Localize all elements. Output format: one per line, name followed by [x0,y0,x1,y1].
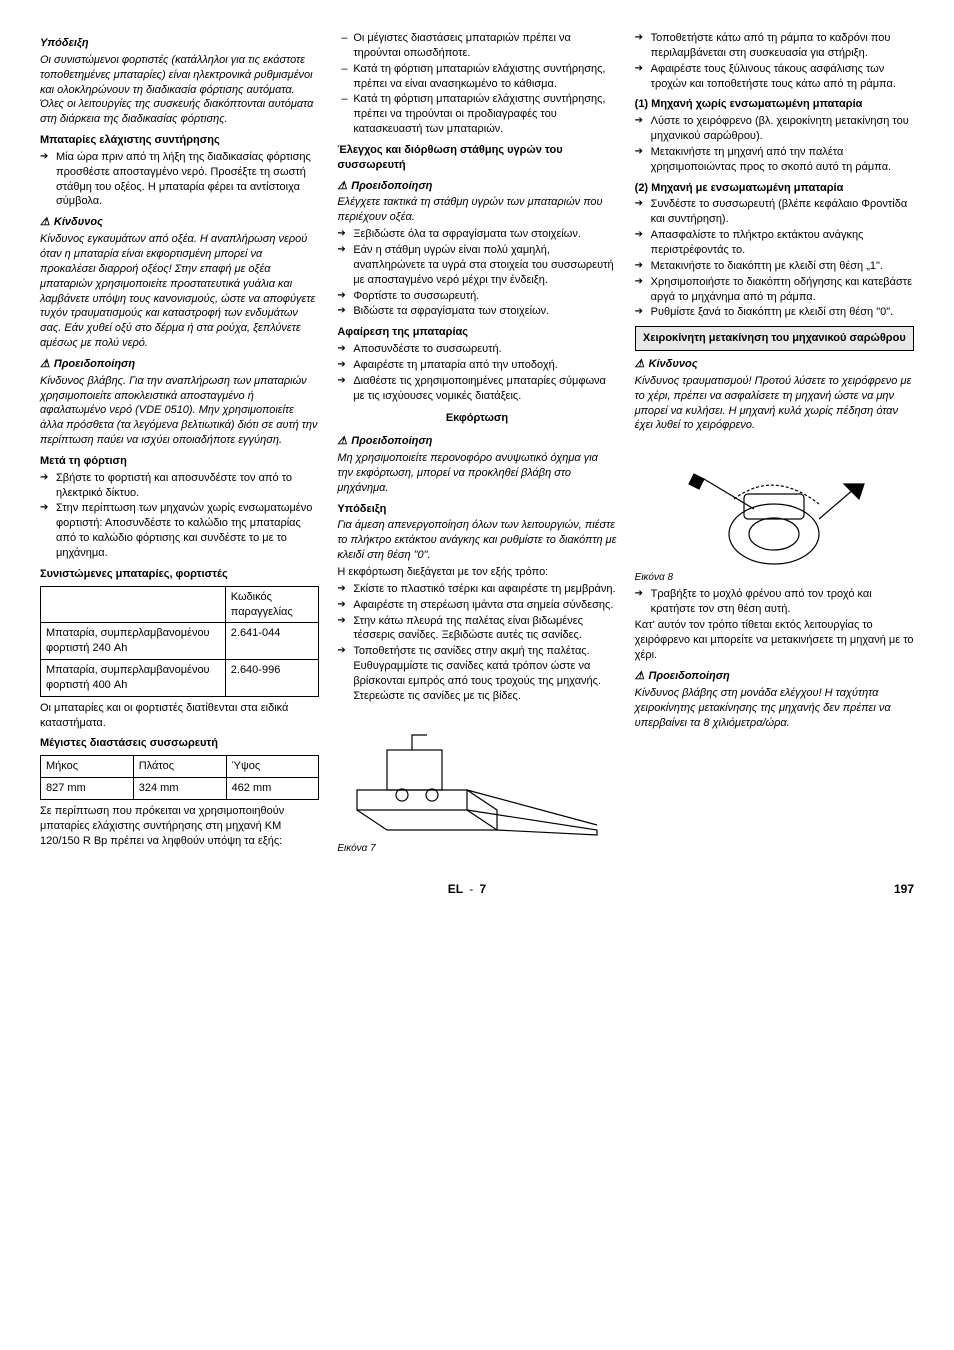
manual-heading: Χειροκίνητη μετακίνηση του μηχανικού σαρ… [635,326,914,351]
list-item: Κατά τη φόρτιση μπαταριών ελάχιστης συντ… [337,92,616,137]
m2-item: Χρησιμοποιήστε το διακόπτη οδήγησης και … [635,275,914,305]
danger-heading: Κίνδυνος [40,215,319,230]
m2-item: Μετακινήστε το διακόπτη με κλειδί στη θέ… [635,259,914,274]
remove-item: Αφαιρέστε τη μπαταρία από την υποδοχή. [337,358,616,373]
table-cell: Μπαταρία, συμπερλαμβανομένου φορτιστή 24… [41,623,226,660]
m1-item: Λύστε το χειρόφρενο (βλ. χειροκίνητη μετ… [635,114,914,144]
remove-heading: Αφαίρεση της μπαταρίας [337,325,616,340]
table-cell: Κωδικός παραγγελίας [225,586,319,623]
danger-heading: Κίνδυνος [635,357,914,372]
pallet-ramp-icon [347,710,607,840]
fig8-text: Κατ' αυτόν τον τρόπο τίθεται εκτός λειτο… [635,618,914,663]
after-heading: Μετά τη φόρτιση [40,454,319,469]
brake-lever-icon [644,439,904,569]
warn-heading: Προειδοποίηση [40,357,319,372]
figure-7 [337,710,616,840]
dim-heading: Μέγιστες διαστάσεις συσσωρευτή [40,736,319,751]
m2-item: Απασφαλίστε το πλήκτρο εκτάκτου ανάγκης … [635,228,914,258]
fig8-item: Τραβήξτε το μοχλό φρένου από τον τροχό κ… [635,587,914,617]
page-footer: EL - 7 197 [40,881,914,897]
footer-dash: - [469,882,473,896]
table-cell: 2.641-044 [225,623,319,660]
table-cell: Πλάτος [133,756,226,778]
warn-heading: Προειδοποίηση [337,179,616,194]
danger-text: Κίνδυνος εγκαυμάτων από οξέα. Η αναπλήρω… [40,232,319,351]
column-1: Υπόδειξη Οι συνιστώμενοι φορτιστές (κατά… [40,30,319,857]
table-cell: 2.640-996 [225,660,319,697]
table-cell: Μήκος [41,756,134,778]
check-item: Ξεβιδώστε όλα τα σφραγίσματα των στοιχεί… [337,227,616,242]
maint-item: Μία ώρα πριν από τη λήξη της διαδικασίας… [40,150,319,209]
danger-text: Κίνδυνος τραυματισμού! Προτού λύσετε το … [635,374,914,433]
after-item: Σβήστε το φορτιστή και αποσυνδέστε τον α… [40,471,319,501]
maint-heading: Μπαταρίες ελάχιστης συντήρησης [40,133,319,148]
footer-center: EL - 7 [448,881,487,897]
table-cell: 827 mm [41,778,134,800]
hint-heading: Υπόδειξη [337,502,616,517]
fig7-caption: Εικόνα 7 [337,842,616,856]
rec-text: Οι μπαταρίες και οι φορτιστές διατίθεντα… [40,701,319,731]
table-cell: Ύψος [226,756,319,778]
hint-heading: Υπόδειξη [40,36,319,51]
remove-item: Αποσυνδέστε το συσσωρευτή. [337,342,616,357]
inner-page: 7 [480,882,487,896]
check-heading: Έλεγχος και διόρθωση στάθμης υγρών του σ… [337,143,616,173]
column-3: Τοποθετήστε κάτω από τη ράμπα το καδρόνι… [635,30,914,857]
warn-text: Μη χρησιμοποιείτε περονοφόρο ανυψωτικό ό… [337,451,616,496]
m1-item: Μετακινήστε τη μηχανή από την παλέτα χρη… [635,145,914,175]
m2-item: Συνδέστε το συσσωρευτή (βλέπε κεφάλαιο Φ… [635,197,914,227]
list-item: Αφαιρέστε τους ξύλινους τάκους ασφάλισης… [635,62,914,92]
table-cell: Μπαταρία, συμπερλαμβανομένου φορτιστή 40… [41,660,226,697]
list-item: Τοποθετήστε κάτω από τη ράμπα το καδρόνι… [635,31,914,61]
unload-heading: Εκφόρτωση [337,409,616,428]
warn-text: Κίνδυνος βλάβης στη μονάδα ελέγχου! Η τα… [635,686,914,731]
check-item: Φορτίστε το συσσωρευτή. [337,289,616,304]
remove-item: Διαθέστε τις χρησιμοποιημένες μπαταρίες … [337,374,616,404]
unload-text: Η εκφόρτωση διεξάγεται με τον εξής τρόπο… [337,565,616,580]
warn-text: Ελέγχετε τακτικά τη στάθμη υγρών των μπα… [337,195,616,225]
after-item: Στην περίπτωση των μηχανών χωρίς ενσωματ… [40,501,319,560]
table-cell: 462 mm [226,778,319,800]
check-item: Εάν η στάθμη υγρών είναι πολύ χαμηλή, αν… [337,243,616,288]
fig8-caption: Εικόνα 8 [635,571,914,585]
unload-item: Σκίστε το πλαστικό τσέρκι και αφαιρέστε … [337,582,616,597]
hint-text: Οι συνιστώμενοι φορτιστές (κατάλληλοι γι… [40,53,319,127]
unload-item: Στην κάτω πλευρά της παλέτας είναι βιδωμ… [337,614,616,644]
hint-text: Για άμεση απενεργοποίηση όλων των λειτου… [337,518,616,563]
dim-table: Μήκος Πλάτος Ύψος 827 mm 324 mm 462 mm [40,755,319,800]
unload-item: Αφαιρέστε τη στερέωση ιμάντα στα σημεία … [337,598,616,613]
list-item: Κατά τη φόρτιση μπαταριών ελάχιστης συντ… [337,62,616,92]
warn-text: Κίνδυνος βλάβης. Για την αναπλήρωση των … [40,374,319,448]
unload-item: Τοποθετήστε τις σανίδες στην ακμή της πα… [337,644,616,703]
lang-code: EL [448,882,463,896]
battery-table: Κωδικός παραγγελίας Μπαταρία, συμπερλαμβ… [40,586,319,697]
m2-item: Ρυθμίστε ξανά το διακόπτη με κλειδί στη … [635,305,914,320]
warn-heading: Προειδοποίηση [337,434,616,449]
dim-text: Σε περίπτωση που πρόκειται να χρησιμοποι… [40,804,319,849]
warn-heading: Προειδοποίηση [635,669,914,684]
table-cell: 324 mm [133,778,226,800]
rec-heading: Συνιστώμενες μπαταρίες, φορτιστές [40,567,319,582]
column-2: Οι μέγιστες διαστάσεις μπαταριών πρέπει … [337,30,616,857]
table-cell [41,586,226,623]
m2-heading: (2) Μηχανή με ενσωματωμένη μπαταρία [635,181,914,196]
check-item: Βιδώστε τα σφραγίσματα των στοιχείων. [337,304,616,319]
list-item: Οι μέγιστες διαστάσεις μπαταριών πρέπει … [337,31,616,61]
page-number: 197 [894,881,914,897]
m1-heading: (1) Μηχανή χωρίς ενσωματωμένη μπαταρία [635,97,914,112]
figure-8 [635,439,914,569]
